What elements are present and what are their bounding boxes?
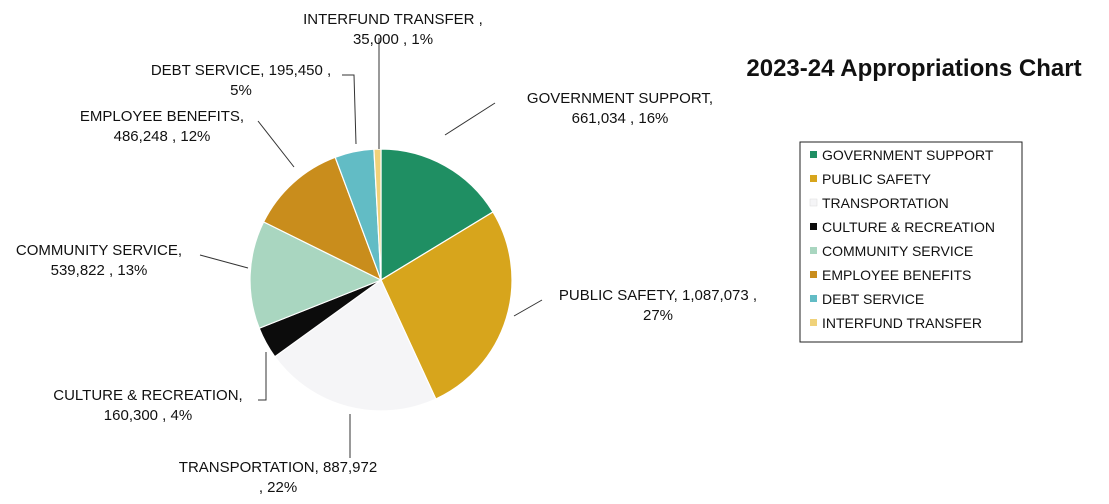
legend-label: CULTURE & RECREATION bbox=[822, 219, 995, 235]
data-label-line: 5% bbox=[230, 82, 252, 99]
leader-line bbox=[258, 352, 266, 400]
legend-label: TRANSPORTATION bbox=[822, 195, 949, 211]
data-label-line: 35,000 , 1% bbox=[353, 31, 433, 48]
data-label: CULTURE & RECREATION, 160,300 , 4% bbox=[53, 387, 242, 424]
legend-label: GOVERNMENT SUPPORT bbox=[822, 147, 994, 163]
legend: GOVERNMENT SUPPORT PUBLIC SAFETY TRANSPORT… bbox=[800, 142, 1022, 342]
data-label-line: PUBLIC SAFETY, 1,087,073 , bbox=[559, 287, 757, 304]
legend-label: PUBLIC SAFETY bbox=[822, 171, 932, 187]
data-label-line: GOVERNMENT SUPPORT, bbox=[527, 90, 713, 107]
data-label-line: CULTURE & RECREATION, bbox=[53, 387, 242, 404]
legend-label: DEBT SERVICE bbox=[822, 291, 924, 307]
data-label: COMMUNITY SERVICE, 539,822 , 13% bbox=[16, 242, 182, 279]
legend-swatch bbox=[810, 295, 817, 302]
legend-label: COMMUNITY SERVICE bbox=[822, 243, 973, 259]
data-label-line: TRANSPORTATION, 887,972 bbox=[179, 459, 377, 476]
leader-line bbox=[342, 75, 356, 144]
data-label-line: COMMUNITY SERVICE, bbox=[16, 242, 182, 259]
legend-label: INTERFUND TRANSFER bbox=[822, 315, 982, 331]
data-label: TRANSPORTATION, 887,972 , 22% bbox=[179, 459, 377, 496]
data-label-line: 539,822 , 13% bbox=[51, 262, 148, 279]
data-label-line: DEBT SERVICE, 195,450 , bbox=[151, 62, 331, 79]
data-label-line: INTERFUND TRANSFER , bbox=[303, 11, 483, 28]
legend-label: EMPLOYEE BENEFITS bbox=[822, 267, 971, 283]
leader-line bbox=[445, 103, 495, 135]
data-label: INTERFUND TRANSFER , 35,000 , 1% bbox=[303, 11, 483, 48]
legend-swatch bbox=[810, 199, 817, 206]
legend-swatch bbox=[810, 247, 817, 254]
chart-title: 2023-24 Appropriations Chart bbox=[746, 55, 1081, 82]
legend-swatch bbox=[810, 223, 817, 230]
legend-swatch bbox=[810, 151, 817, 158]
legend-swatch bbox=[810, 271, 817, 278]
data-label: PUBLIC SAFETY, 1,087,073 , 27% bbox=[559, 287, 757, 324]
legend-swatch bbox=[810, 319, 817, 326]
data-label-line: 661,034 , 16% bbox=[572, 110, 669, 127]
data-label-line: 486,248 , 12% bbox=[114, 128, 211, 145]
pie-slices bbox=[250, 149, 512, 411]
leader-line bbox=[514, 300, 542, 316]
data-label-line: EMPLOYEE BENEFITS, bbox=[80, 108, 244, 125]
data-label-line: 160,300 , 4% bbox=[104, 407, 192, 424]
legend-swatch bbox=[810, 175, 817, 182]
data-label: DEBT SERVICE, 195,450 , 5% bbox=[151, 62, 331, 99]
data-label-line: 27% bbox=[643, 307, 673, 324]
data-label: GOVERNMENT SUPPORT, 661,034 , 16% bbox=[527, 90, 713, 127]
data-label: EMPLOYEE BENEFITS, 486,248 , 12% bbox=[80, 108, 244, 145]
leader-line bbox=[200, 255, 248, 268]
leader-line bbox=[258, 121, 294, 167]
data-label-line: , 22% bbox=[259, 479, 297, 496]
